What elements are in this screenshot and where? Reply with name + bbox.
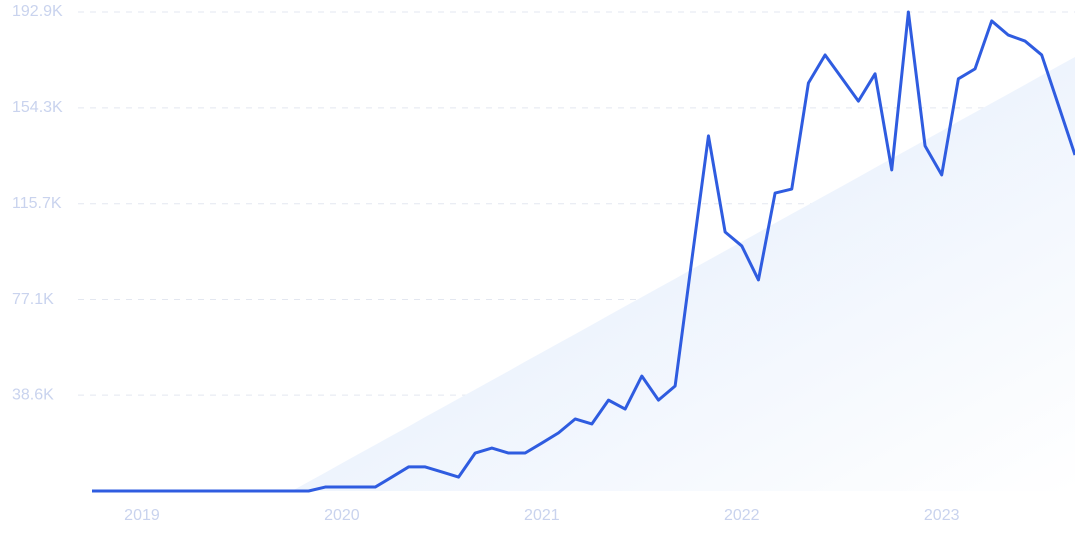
y-tick-label: 38.6K	[12, 386, 54, 403]
line-series	[92, 10, 1075, 493]
y-tick-label: 115.7K	[12, 195, 62, 212]
y-tick-label: 192.9K	[12, 3, 63, 20]
y-tick-label: 154.3K	[12, 99, 63, 116]
y-tick-label: 77.1K	[12, 291, 54, 308]
x-tick-label: 2023	[924, 507, 960, 524]
x-tick-label: 2022	[724, 507, 760, 524]
x-tick-label: 2020	[324, 507, 360, 524]
x-tick-label: 2021	[524, 507, 560, 524]
x-tick-label: 2019	[124, 507, 160, 524]
trend-area	[291, 56, 1075, 492]
